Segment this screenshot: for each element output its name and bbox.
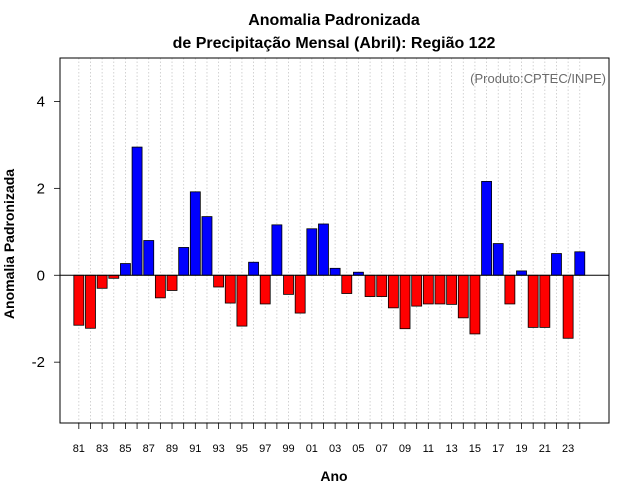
- bar-81: [73, 274, 85, 326]
- bar-04: [341, 274, 353, 294]
- bar-16: [481, 181, 492, 276]
- bar-11: [422, 274, 434, 305]
- bar-21: [539, 274, 551, 328]
- x-tick-label: 13: [446, 443, 458, 455]
- y-tick-label: 4: [37, 93, 45, 110]
- x-tick-label: 97: [259, 443, 271, 455]
- credit-label: (Produto:CPTEC/INPE): [470, 71, 606, 86]
- bar-24: [574, 251, 586, 276]
- y-axis: -2 0 2 4: [32, 93, 60, 371]
- x-tick-label: 95: [236, 443, 248, 455]
- x-tick-label: 19: [515, 443, 527, 455]
- x-tick-label: 05: [352, 443, 364, 455]
- bar-94: [224, 274, 236, 304]
- x-tick-label: 99: [282, 443, 294, 455]
- x-tick-label: 21: [539, 443, 551, 455]
- bar-20: [527, 274, 539, 328]
- x-tick-label: 93: [213, 443, 225, 455]
- x-tick-label: 09: [399, 443, 411, 455]
- bar-92: [201, 216, 213, 276]
- bar-01: [306, 228, 318, 276]
- chart-title-line-1: Anomalia Padronizada: [248, 12, 420, 29]
- bar-90: [178, 247, 190, 276]
- bar-98: [271, 224, 283, 276]
- bar-13: [446, 274, 458, 305]
- bar-15: [469, 274, 481, 335]
- x-tick-label: 83: [96, 443, 108, 455]
- bar-08: [387, 274, 399, 309]
- bar-99: [283, 274, 294, 295]
- y-axis-title: Anomalia Padronizada: [1, 169, 17, 319]
- bar-95: [236, 274, 248, 327]
- bar-18: [504, 274, 516, 305]
- plot-frame: [59, 57, 610, 424]
- bar-88: [154, 274, 166, 299]
- bar-06: [364, 274, 376, 297]
- x-tick-label: 17: [492, 443, 504, 455]
- x-tick-label: 91: [189, 443, 201, 455]
- bar-12: [434, 274, 446, 305]
- bar-82: [85, 274, 96, 329]
- bars: [73, 146, 586, 339]
- chart-title-line-2: de Precipitação Mensal (Abril): Região 1…: [173, 35, 496, 52]
- x-tick-label: 89: [166, 443, 178, 455]
- bar-89: [166, 274, 178, 291]
- bar-86: [131, 146, 143, 276]
- bar-00: [294, 274, 306, 314]
- bar-97: [259, 274, 271, 305]
- bar-02: [318, 223, 329, 276]
- bar-96: [248, 261, 259, 276]
- x-axis: 81 83 85 87 89 91 93 95 97 99 01 03 05 07 09 11 13 15 17 19…: [73, 423, 581, 455]
- bar-22: [551, 253, 562, 276]
- y-tick-label: 2: [37, 180, 45, 197]
- x-tick-label: 07: [376, 443, 388, 455]
- x-tick-label: 15: [469, 443, 481, 455]
- bar-14: [457, 274, 469, 319]
- x-tick-label: 11: [423, 443, 434, 455]
- bar-07: [376, 274, 388, 297]
- bar-09: [399, 274, 411, 330]
- x-tick-label: 81: [73, 443, 85, 455]
- bar-03: [329, 267, 341, 276]
- bar-87: [143, 240, 155, 276]
- bar-10: [411, 274, 423, 307]
- bar-93: [213, 274, 225, 288]
- bar-91: [189, 191, 201, 276]
- bar-83: [96, 274, 108, 289]
- bar-19: [516, 270, 527, 276]
- x-tick-label: 85: [119, 443, 131, 455]
- x-axis-title: Ano: [320, 468, 347, 484]
- y-tick-label: -2: [32, 354, 45, 371]
- bar-23: [562, 274, 574, 339]
- x-tick-label: 03: [329, 443, 341, 455]
- x-tick-label: 23: [562, 443, 574, 455]
- bar-85: [120, 263, 131, 276]
- bar-17: [492, 243, 504, 276]
- x-tick-label: 01: [306, 443, 318, 455]
- y-tick-label: 0: [37, 267, 45, 284]
- x-tick-label: 87: [143, 443, 155, 455]
